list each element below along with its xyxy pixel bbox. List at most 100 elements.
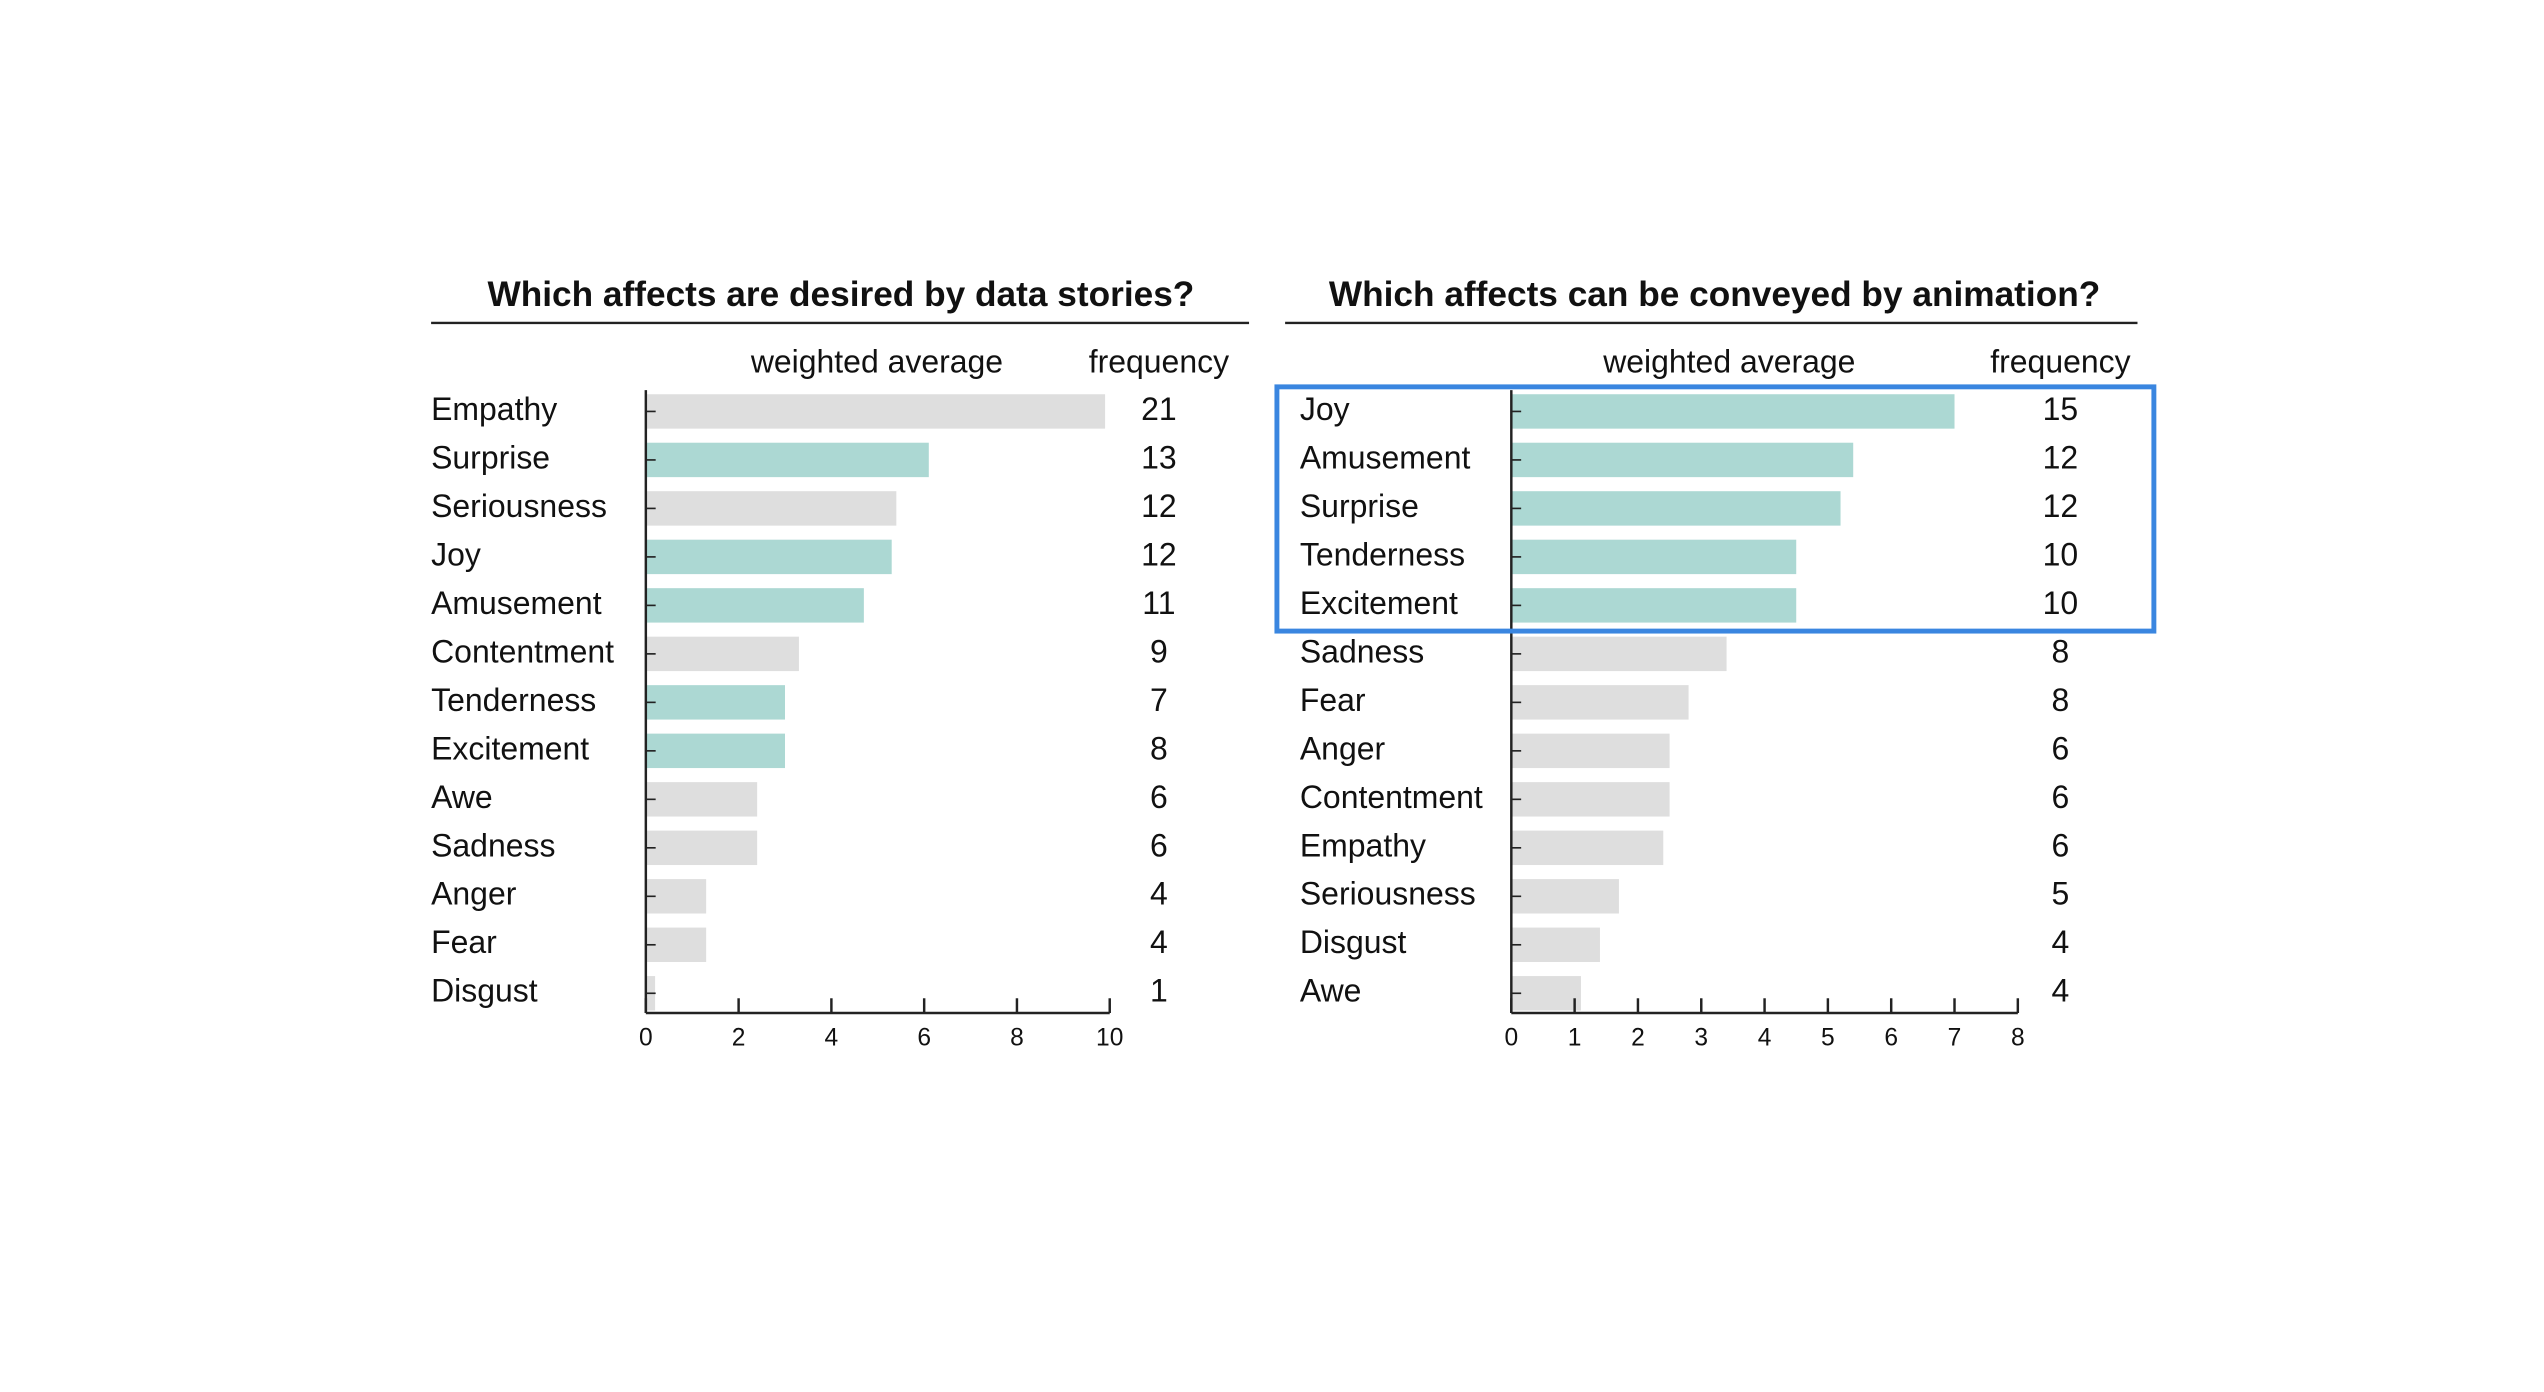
bar [1511,491,1841,526]
bar [645,685,786,720]
category-label: Disgust [431,973,538,1009]
category-label: Anger [1300,730,1386,766]
frequency-value: 7 [1150,682,1168,718]
series-header: weighted average [750,343,1003,379]
x-tick-label: 8 [1010,1025,1024,1052]
frequency-value: 15 [2043,391,2079,427]
category-label: Surprise [1300,488,1419,524]
frequency-value: 6 [2052,779,2070,815]
frequency-value: 13 [1141,439,1177,475]
x-tick-label: 10 [1096,1025,1123,1052]
series-header: weighted average [1602,343,1855,379]
frequency-value: 6 [1150,779,1168,815]
bar [645,879,707,914]
frequency-value: 1 [1150,973,1168,1009]
frequency-value: 8 [2052,633,2070,669]
category-label: Empathy [1300,827,1426,863]
category-label: Amusement [1300,439,1471,475]
frequency-value: 6 [2052,827,2070,863]
category-label: Contentment [431,633,614,669]
bar [645,830,758,866]
frequency-value: 8 [1150,730,1168,766]
frequency-value: 4 [2052,924,2070,960]
category-label: Sadness [431,827,555,863]
bar [645,636,799,672]
category-label: Joy [1300,391,1350,427]
frequency-value: 11 [1142,585,1175,621]
series-header: frequency [1990,343,2130,379]
x-tick-label: 5 [1821,1025,1835,1052]
frequency-value: 8 [2052,682,2070,718]
bar [1511,782,1670,817]
frequency-value: 12 [2043,439,2079,475]
category-label: Fear [431,924,497,960]
highlight-box [1274,384,2157,634]
category-label: Seriousness [431,488,607,524]
frequency-value: 6 [2052,730,2070,766]
bar [1511,733,1670,769]
x-tick-label: 6 [1884,1025,1898,1052]
bar [645,927,707,963]
frequency-value: 4 [1150,924,1168,960]
category-label: Disgust [1300,924,1407,960]
x-tick-label: 2 [1631,1025,1645,1052]
category-label: Empathy [431,391,557,427]
category-label: Joy [431,536,481,572]
category-label: Seriousness [1300,876,1476,912]
chart-title: Which affects can be conveyed by animati… [1329,275,2100,314]
bar [645,491,897,526]
x-tick-label: 0 [1504,1025,1518,1052]
bar [645,782,758,817]
bar [1511,976,1581,1011]
frequency-value: 12 [2043,488,2079,524]
category-label: Tenderness [431,682,596,718]
series-header: frequency [1089,343,1229,379]
category-label: Fear [1300,682,1366,718]
x-tick-label: 4 [1758,1025,1772,1052]
frequency-value: 6 [1150,827,1168,863]
category-label: Excitement [431,730,589,766]
x-tick-label: 3 [1694,1025,1708,1052]
category-label: Contentment [1300,779,1483,815]
frequency-value: 12 [1141,536,1177,572]
bar [645,588,864,623]
x-tick-label: 7 [1948,1025,1962,1052]
category-label: Anger [431,876,517,912]
frequency-value: 5 [2052,876,2070,912]
bar [645,733,786,769]
category-label: Awe [1300,973,1362,1009]
x-tick-label: 8 [2011,1025,2025,1052]
x-tick-label: 0 [639,1025,653,1052]
bar [1511,879,1619,914]
frequency-value: 9 [1150,633,1168,669]
x-tick-label: 1 [1568,1025,1582,1052]
bar [1511,830,1664,866]
category-label: Awe [431,779,493,815]
category-label: Tenderness [1300,536,1465,572]
x-tick-label: 2 [732,1025,746,1052]
category-label: Excitement [1300,585,1458,621]
x-tick-label: 4 [825,1025,839,1052]
bar [1511,442,1854,478]
frequency-value: 10 [2043,585,2079,621]
category-label: Surprise [431,439,550,475]
frequency-value: 4 [2052,973,2070,1009]
bar [1511,636,1727,672]
frequency-value: 21 [1141,391,1177,427]
bar [645,394,1106,429]
frequency-value: 4 [1150,876,1168,912]
bar [1511,685,1689,720]
bar [1511,588,1797,623]
bar [645,539,892,575]
frequency-value: 12 [1141,488,1177,524]
chart-title: Which affects are desired by data storie… [487,275,1194,314]
category-label: Sadness [1300,633,1424,669]
x-tick-label: 6 [917,1025,931,1052]
category-label: Amusement [431,585,602,621]
frequency-value: 10 [2043,536,2079,572]
bar [1511,394,1955,429]
bar [645,442,929,478]
bar [1511,927,1600,963]
bar [1511,539,1797,575]
